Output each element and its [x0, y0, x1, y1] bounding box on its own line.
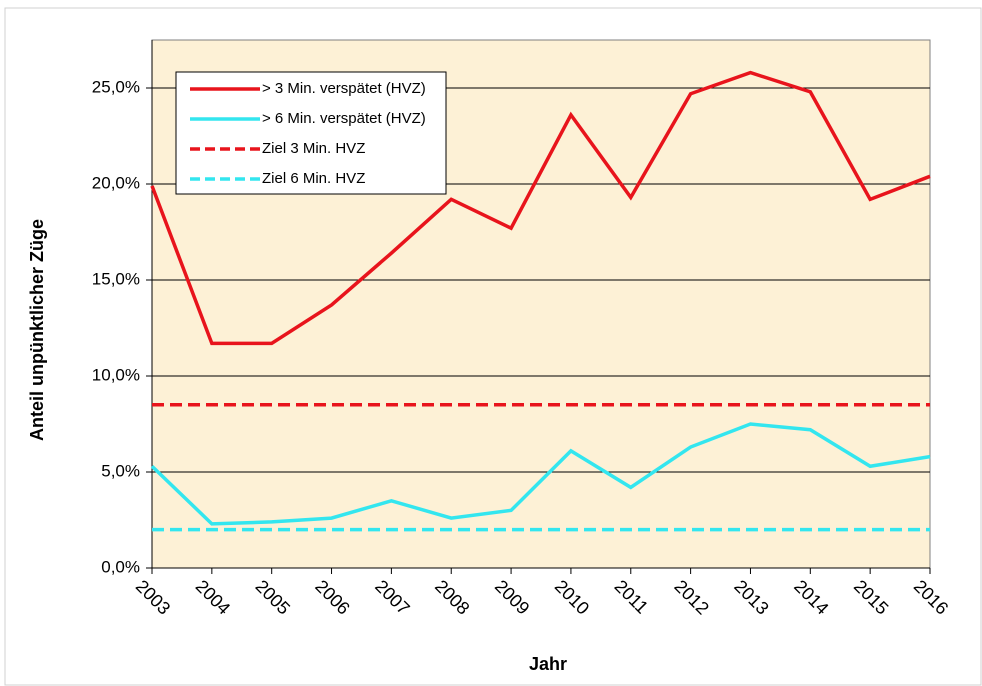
y-tick-label: 5,0% [101, 461, 140, 480]
x-axis-title: Jahr [529, 654, 567, 674]
y-tick-label: 0,0% [101, 557, 140, 576]
y-tick-label: 10,0% [92, 365, 140, 384]
legend-box [175, 71, 447, 195]
legend-label: > 3 Min. verspätet (HVZ) [262, 80, 426, 97]
y-tick-label: 20,0% [92, 173, 140, 192]
series-line [150, 70, 931, 346]
legend-label: Ziel 6 Min. HVZ [262, 170, 365, 187]
series-line [150, 422, 931, 526]
legend-label: Ziel 3 Min. HVZ [262, 140, 365, 157]
legend-label: > 6 Min. verspätet (HVZ) [262, 110, 426, 127]
y-tick-label: 15,0% [92, 269, 140, 288]
y-tick-label: 25,0% [92, 77, 140, 96]
y-axis-title: Anteil unpünktlicher Züge [27, 219, 47, 441]
